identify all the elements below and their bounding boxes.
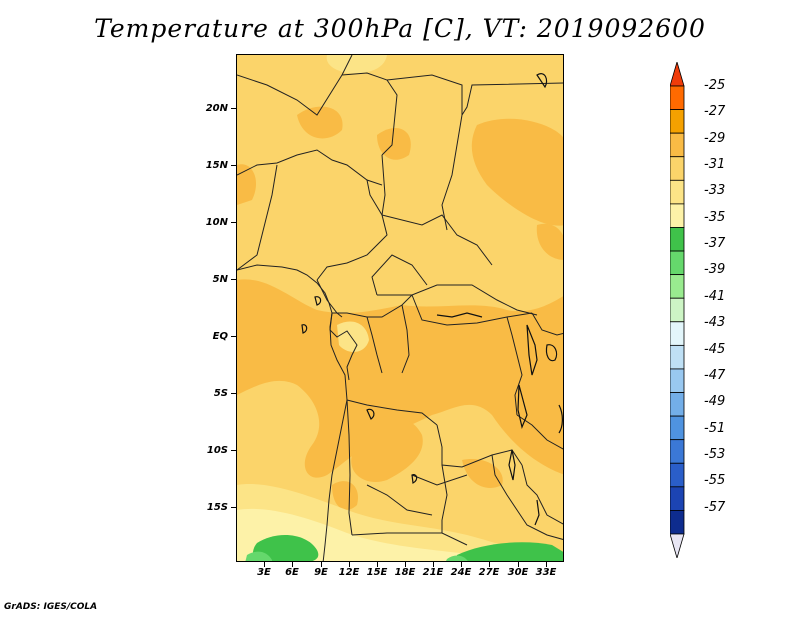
colorbar: [670, 62, 685, 558]
coastline: [237, 264, 348, 561]
grads-credit: GrADS: IGES/COLA: [4, 602, 98, 612]
colorbar-label: -55: [704, 473, 726, 489]
colorbar-swatch: [670, 179, 685, 205]
lon-tick: [461, 562, 462, 567]
lat-tick: [231, 222, 236, 223]
colorbar-swatch: [670, 368, 685, 393]
colorbar-label: -41: [704, 288, 726, 304]
colorbar-label: -37: [704, 236, 726, 252]
colorbar-label: -29: [704, 130, 726, 146]
colorbar-label: -57: [704, 499, 726, 515]
temperature-band-green: [252, 534, 563, 561]
colorbar-label: -45: [704, 341, 726, 357]
colorbar-label: -27: [704, 104, 726, 120]
colorbar-label: -53: [704, 446, 726, 462]
map-panel: [236, 54, 564, 562]
lon-tick: [518, 562, 519, 567]
lat-tick: [231, 393, 236, 394]
lat-label-5s: 5S: [213, 388, 228, 399]
colorbar-swatch: [670, 344, 685, 370]
colorbar-label: -35: [704, 209, 726, 225]
lon-label-12e: 12E: [338, 567, 360, 578]
temperature-map: [237, 55, 563, 561]
colorbar-swatch: [670, 227, 685, 252]
lon-tick: [321, 562, 322, 567]
colorbar-label: -25: [704, 78, 726, 93]
lakes: [301, 73, 563, 526]
colorbar-label: -51: [704, 420, 726, 436]
colorbar-label: -49: [704, 394, 726, 410]
lat-tick: [231, 336, 236, 337]
colorbar-swatch: [670, 274, 685, 299]
colorbar-swatch: [670, 132, 685, 158]
colorbar-label: -43: [704, 315, 726, 331]
lon-label-30e: 30E: [507, 567, 529, 578]
lon-tick: [433, 562, 434, 567]
colorbar-swatch: [670, 156, 685, 181]
colorbar-swatch: [670, 415, 685, 441]
lat-tick: [231, 279, 236, 280]
colorbar-swatch: [670, 297, 685, 323]
lon-label-9e: 9E: [314, 567, 328, 578]
lon-label-3e: 3E: [257, 567, 271, 578]
colorbar-swatch: [670, 203, 685, 228]
colorbar-label: -47: [704, 367, 726, 383]
lat-label-10n: 10N: [205, 217, 228, 228]
colorbar-segments: [670, 62, 685, 558]
lon-tick: [546, 562, 547, 567]
colorbar-swatch: [670, 439, 685, 464]
colorbar-swatch: [670, 250, 685, 276]
lon-label-21e: 21E: [422, 567, 444, 578]
lat-tick: [231, 507, 236, 508]
lon-tick: [292, 562, 293, 567]
lat-label-5n: 5N: [212, 274, 228, 285]
colorbar-swatch: [670, 392, 685, 417]
lat-tick: [231, 165, 236, 166]
colorbar-bottom-arrow: [670, 533, 685, 558]
lat-label-20n: 20N: [205, 103, 228, 114]
lon-tick: [264, 562, 265, 567]
lat-label-15s: 15S: [206, 502, 228, 513]
lon-label-24e: 24E: [450, 567, 472, 578]
colorbar-swatch: [670, 85, 685, 110]
colorbar-swatch: [670, 109, 685, 134]
lat-tick: [231, 108, 236, 109]
country-boundaries: [237, 55, 563, 546]
lat-label-eq: EQ: [212, 331, 228, 342]
colorbar-swatch: [670, 462, 685, 488]
lon-label-33e: 33E: [535, 567, 557, 578]
colorbar-swatch: [670, 486, 685, 511]
colorbar-label: -33: [704, 183, 726, 199]
lon-label-18e: 18E: [394, 567, 416, 578]
lon-tick: [349, 562, 350, 567]
colorbar-swatch: [670, 321, 685, 346]
map-title: Temperature at 300hPa [C], VT: 201909260…: [94, 14, 706, 43]
colorbar-top-arrow: [670, 62, 685, 87]
lon-label-6e: 6E: [285, 567, 299, 578]
lat-label-15n: 15N: [205, 160, 228, 171]
lon-tick: [377, 562, 378, 567]
colorbar-label: -39: [704, 262, 726, 278]
lon-tick: [405, 562, 406, 567]
temperature-band-warm: [237, 106, 563, 510]
lat-label-10s: 10S: [206, 445, 228, 456]
lon-label-27e: 27E: [478, 567, 500, 578]
lon-label-15e: 15E: [366, 567, 388, 578]
colorbar-swatch: [670, 510, 685, 535]
lat-tick: [231, 450, 236, 451]
temperature-band-green-light: [245, 551, 468, 561]
lon-tick: [489, 562, 490, 567]
colorbar-label: -31: [704, 157, 726, 173]
